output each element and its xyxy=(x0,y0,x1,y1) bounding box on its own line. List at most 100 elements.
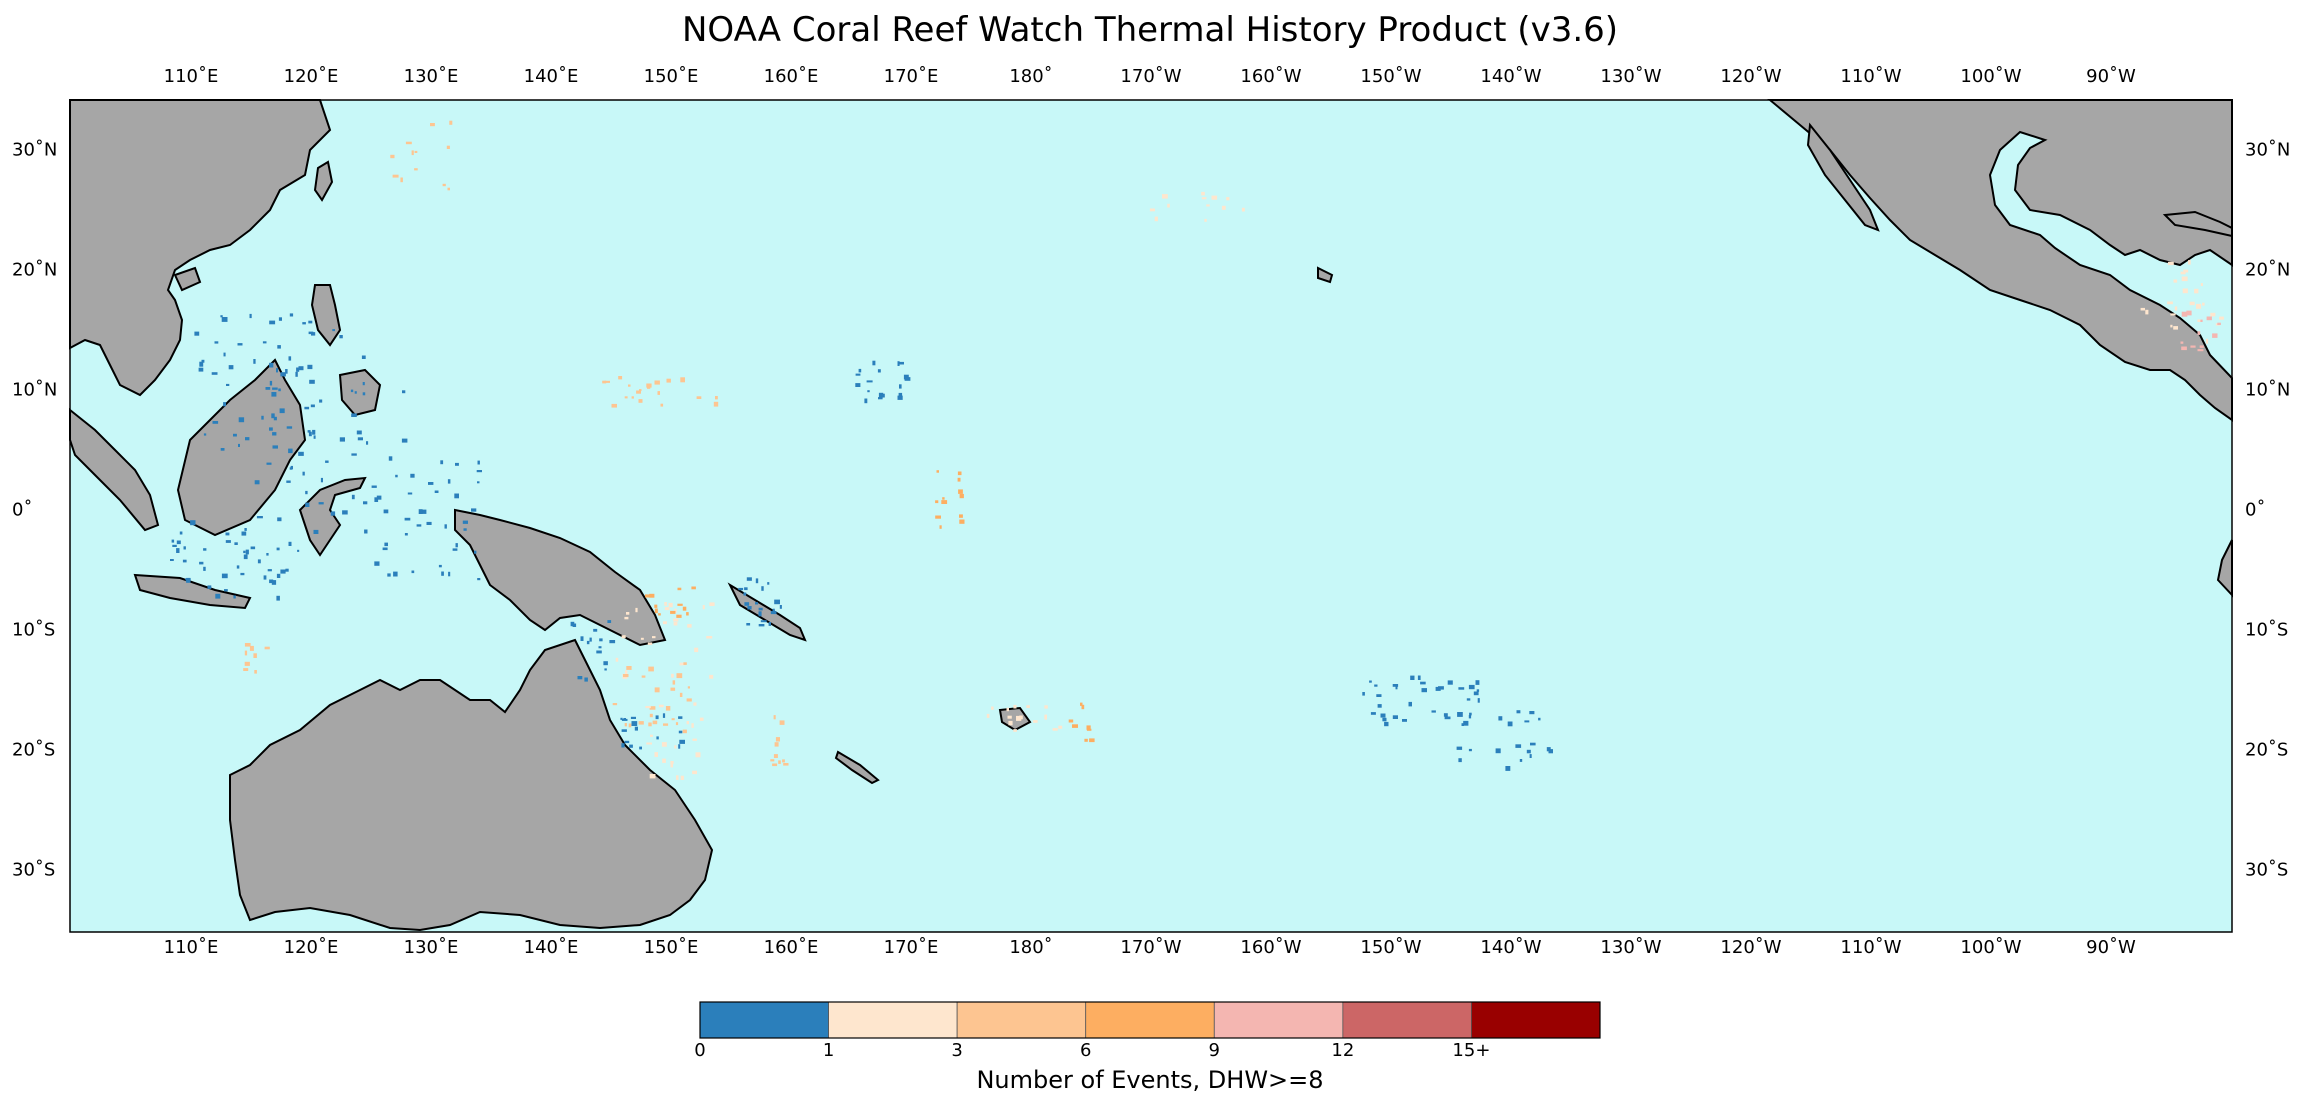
event-pixel xyxy=(641,675,646,678)
event-pixel xyxy=(1417,675,1421,680)
event-pixel xyxy=(1380,713,1386,718)
colorbar-segment xyxy=(956,1001,1087,1039)
event-pixel xyxy=(212,421,219,424)
event-pixel xyxy=(2181,311,2188,317)
event-pixel xyxy=(220,448,225,451)
event-pixel xyxy=(778,760,781,764)
event-pixel xyxy=(678,744,681,749)
event-pixel xyxy=(223,352,226,357)
event-pixel xyxy=(648,666,654,672)
event-pixel xyxy=(444,524,447,529)
event-pixel xyxy=(471,508,477,512)
event-pixel xyxy=(1395,685,1398,690)
event-pixel xyxy=(273,416,277,421)
event-pixel xyxy=(434,490,439,493)
event-pixel xyxy=(671,718,675,721)
event-pixel xyxy=(388,456,393,461)
event-pixel xyxy=(686,721,689,725)
colorbar-title: Number of Events, DHW>=8 xyxy=(976,1066,1324,1094)
colorbar-tick-label: 15+ xyxy=(1452,1040,1491,1061)
event-pixel xyxy=(295,371,298,377)
event-pixel xyxy=(663,723,669,726)
event-pixel xyxy=(244,528,247,531)
event-pixel xyxy=(761,586,764,591)
event-pixel xyxy=(2170,324,2173,328)
event-pixel xyxy=(477,481,480,484)
lon-tick-bottom: 160˚E xyxy=(763,937,819,958)
event-pixel xyxy=(455,462,459,466)
event-pixel xyxy=(658,613,661,616)
event-pixel xyxy=(1167,203,1170,208)
event-pixel xyxy=(621,743,625,748)
event-pixel xyxy=(2197,319,2201,322)
event-pixel xyxy=(658,704,664,708)
event-pixel xyxy=(411,570,415,574)
event-pixel xyxy=(695,752,701,758)
colorbar-tick-label: 12 xyxy=(1331,1040,1355,1061)
event-pixel xyxy=(362,392,366,396)
lon-tick-bottom: 140˚E xyxy=(523,937,579,958)
event-pixel xyxy=(170,559,174,561)
lon-tick-top: 170˚W xyxy=(1120,66,1182,87)
event-pixel xyxy=(638,399,643,403)
lon-tick-bottom: 90˚W xyxy=(2086,937,2136,958)
event-pixel xyxy=(624,670,628,675)
event-pixel xyxy=(570,621,575,627)
event-pixel xyxy=(171,539,175,543)
event-pixel xyxy=(602,380,607,384)
event-pixel xyxy=(1376,694,1382,697)
event-pixel xyxy=(758,624,765,627)
event-pixel xyxy=(677,603,683,606)
colorbar-tick-label: 3 xyxy=(951,1040,963,1061)
event-pixel xyxy=(363,501,368,505)
event-pixel xyxy=(276,595,280,601)
event-pixel xyxy=(755,602,758,605)
event-pixel xyxy=(387,573,391,577)
event-pixel xyxy=(366,441,369,445)
colorbar-segment xyxy=(1085,1001,1215,1039)
event-pixel xyxy=(354,391,357,394)
event-pixel xyxy=(645,594,650,598)
event-pixel xyxy=(286,426,293,429)
event-pixel xyxy=(330,511,336,516)
event-pixel xyxy=(236,565,240,569)
event-pixel xyxy=(271,580,277,585)
event-pixel xyxy=(572,623,577,627)
event-pixel xyxy=(428,482,434,485)
event-pixel xyxy=(664,607,670,611)
event-pixel xyxy=(2206,316,2212,321)
event-pixel xyxy=(2182,288,2188,294)
event-pixel xyxy=(364,529,368,534)
land-masses xyxy=(69,99,2233,932)
event-pixel xyxy=(307,364,313,370)
event-pixel xyxy=(220,315,223,318)
event-pixel xyxy=(190,520,196,526)
event-pixel xyxy=(668,602,673,608)
lat-tick-right: 10˚N xyxy=(2245,379,2291,401)
event-pixel xyxy=(390,154,395,159)
event-pixel xyxy=(713,401,719,407)
event-pixel xyxy=(1444,716,1451,720)
event-pixel xyxy=(660,403,664,407)
event-pixel xyxy=(288,356,292,361)
event-pixel xyxy=(269,380,273,386)
event-pixel xyxy=(877,369,881,373)
lat-tick-left: 30˚N xyxy=(12,139,58,161)
event-pixel xyxy=(253,359,256,364)
event-pixel xyxy=(272,432,277,436)
event-pixel xyxy=(682,729,687,734)
event-pixel xyxy=(1468,748,1472,752)
event-pixel xyxy=(2210,312,2216,317)
event-pixel xyxy=(661,742,667,747)
event-pixel xyxy=(407,492,413,495)
event-pixel xyxy=(2181,346,2187,351)
lon-tick-top: 160˚W xyxy=(1240,66,1302,87)
event-pixel xyxy=(623,674,629,678)
event-pixel xyxy=(1033,720,1038,723)
event-pixel xyxy=(1463,720,1469,726)
event-pixel xyxy=(172,544,177,547)
event-pixel xyxy=(356,430,362,435)
event-pixel xyxy=(2183,269,2189,273)
event-pixel xyxy=(2190,345,2196,348)
